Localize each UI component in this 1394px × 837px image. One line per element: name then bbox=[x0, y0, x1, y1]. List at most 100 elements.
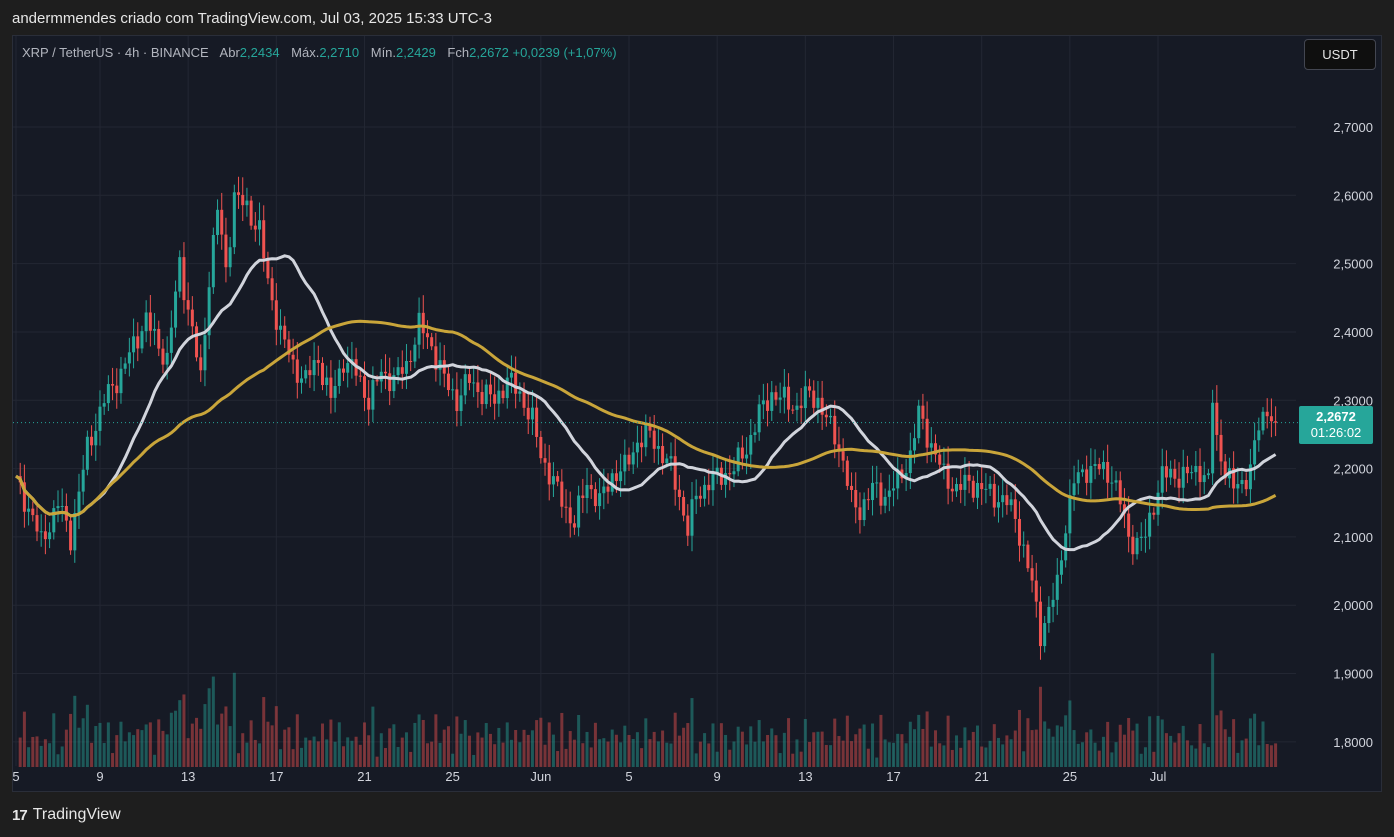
candle-body bbox=[505, 377, 509, 399]
candle-body bbox=[245, 200, 249, 206]
volume-bar bbox=[455, 716, 459, 767]
symbol-label[interactable]: XRP / TetherUS · 4h · BINANCE bbox=[22, 45, 209, 60]
volume-bar bbox=[1261, 721, 1265, 767]
volume-bar bbox=[820, 731, 824, 767]
candle-body bbox=[224, 234, 228, 268]
candle-body bbox=[148, 312, 152, 331]
volume-bar bbox=[182, 694, 186, 767]
volume-bar bbox=[127, 732, 131, 767]
volume-bar bbox=[812, 732, 816, 767]
candle-body bbox=[1261, 411, 1265, 431]
volume-bar bbox=[148, 722, 152, 767]
volume-bar bbox=[476, 732, 480, 767]
candle-body bbox=[43, 531, 47, 540]
ohlc-legend: XRP / TetherUS · 4h · BINANCE Abr2,2434 … bbox=[22, 45, 617, 60]
candle-body bbox=[1152, 512, 1156, 515]
volume-bar bbox=[980, 746, 984, 767]
candle-body bbox=[266, 258, 270, 279]
volume-bar bbox=[556, 751, 560, 767]
volume-bar bbox=[577, 714, 581, 767]
candle-body bbox=[879, 482, 883, 506]
volume-bar bbox=[358, 744, 362, 767]
candle-body bbox=[850, 485, 854, 490]
volume-bar bbox=[1198, 724, 1202, 767]
candle-body bbox=[237, 192, 241, 195]
candle-body bbox=[467, 374, 471, 383]
candle-body bbox=[362, 376, 366, 398]
volume-bar bbox=[572, 739, 576, 767]
volume-bar bbox=[1143, 747, 1147, 767]
candle-body bbox=[564, 506, 568, 508]
x-tick-label: 21 bbox=[974, 769, 988, 784]
volume-bar bbox=[648, 739, 652, 767]
candle-body bbox=[1135, 537, 1139, 555]
candle-body bbox=[589, 485, 593, 490]
candle-body bbox=[509, 372, 513, 378]
candle-body bbox=[677, 489, 681, 497]
candle-body bbox=[1110, 482, 1114, 484]
volume-bar bbox=[472, 754, 476, 767]
chart-attribution: andermmendes criado com TradingView.com,… bbox=[12, 10, 492, 27]
volume-bar bbox=[682, 727, 686, 767]
chart-area[interactable]: 2,7000 2,6000 2,5000 2,4000 2,3000 2,2000 2,10… bbox=[12, 35, 1382, 792]
x-tick-label: 13 bbox=[181, 769, 195, 784]
y-tick-label: 2,1000 bbox=[1333, 530, 1373, 545]
volume-bar bbox=[1001, 744, 1005, 767]
candle-body bbox=[871, 482, 875, 501]
volume-bar bbox=[766, 734, 770, 767]
candle-body bbox=[321, 362, 325, 386]
volume-bar bbox=[892, 742, 896, 767]
volume-bar bbox=[111, 753, 115, 767]
volume-bar bbox=[64, 729, 68, 767]
y-tick-label: 2,7000 bbox=[1333, 120, 1373, 135]
volume-bar bbox=[522, 729, 526, 767]
candle-body bbox=[484, 384, 488, 405]
volume-bar bbox=[383, 748, 387, 767]
candle-body bbox=[1093, 464, 1097, 467]
volume-bar bbox=[81, 718, 85, 767]
candle-body bbox=[1034, 580, 1038, 602]
volume-bar bbox=[816, 731, 820, 767]
candle-body bbox=[228, 247, 232, 268]
volume-bar bbox=[1181, 725, 1185, 767]
candle-body bbox=[736, 447, 740, 472]
volume-bar bbox=[1038, 686, 1042, 767]
volume-bar bbox=[535, 720, 539, 767]
volume-bar bbox=[132, 735, 136, 767]
candle-body bbox=[724, 473, 728, 485]
volume-bar bbox=[518, 742, 522, 767]
candle-body bbox=[1169, 468, 1173, 478]
candle-body bbox=[22, 482, 26, 512]
volume-bar bbox=[782, 732, 786, 767]
volume-bar bbox=[442, 729, 446, 767]
currency-button[interactable]: USDT bbox=[1304, 39, 1376, 70]
candle-body bbox=[778, 397, 782, 400]
volume-bar bbox=[568, 731, 572, 767]
candle-body bbox=[921, 405, 925, 419]
volume-bar bbox=[1110, 752, 1114, 767]
volume-bar bbox=[665, 742, 669, 767]
volume-bar bbox=[921, 728, 925, 767]
candle-body bbox=[883, 496, 887, 506]
candle-body bbox=[1068, 495, 1072, 534]
volume-bar bbox=[1022, 751, 1026, 767]
candle-body bbox=[925, 418, 929, 448]
volume-bar bbox=[669, 743, 673, 767]
candle-body bbox=[1059, 560, 1063, 575]
volume-bar bbox=[329, 719, 333, 767]
candle-body bbox=[963, 474, 967, 490]
open-value: 2,2434 bbox=[239, 45, 280, 60]
candle-body bbox=[346, 363, 350, 373]
candle-body bbox=[1080, 469, 1084, 473]
volume-bar bbox=[346, 737, 350, 767]
candle-body bbox=[568, 507, 572, 524]
volume-bar bbox=[375, 756, 379, 767]
volume-bar bbox=[98, 722, 102, 767]
volume-bar bbox=[1173, 742, 1177, 767]
tradingview-logo[interactable]: 17 TradingView bbox=[12, 806, 121, 824]
tradingview-logo-text: TradingView bbox=[32, 806, 121, 823]
volume-bar bbox=[253, 739, 257, 767]
candle-body bbox=[421, 312, 425, 334]
y-tick-label: 1,8000 bbox=[1333, 735, 1373, 750]
volume-bar bbox=[1274, 743, 1278, 767]
